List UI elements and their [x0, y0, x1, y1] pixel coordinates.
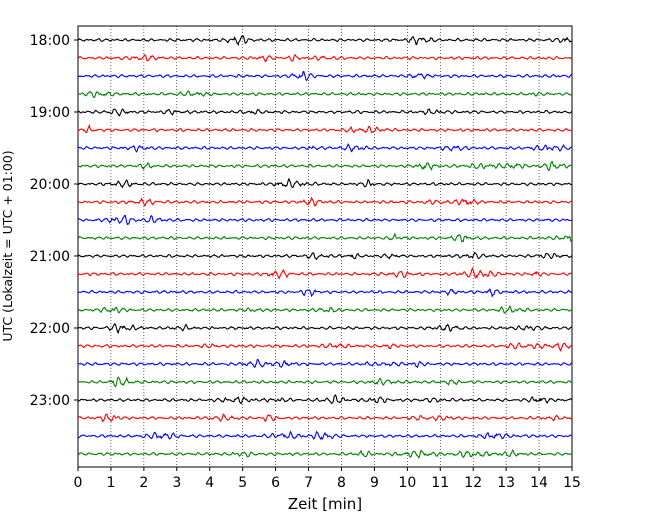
x-tick-label-13: 13 [497, 475, 515, 491]
y-axis-label: UTC (Lokalzeit = UTC + 01:00) [0, 150, 15, 341]
x-tick-label-6: 6 [271, 475, 280, 491]
trace-2100 [77, 251, 573, 261]
trace-1900 [77, 108, 573, 117]
trace-1815 [77, 54, 573, 63]
x-tick-label-8: 8 [337, 475, 346, 491]
trace-2030 [77, 214, 573, 226]
x-tick-label-0: 0 [74, 475, 83, 491]
y-tick-label-3: 21:00 [30, 249, 70, 265]
trace-2330 [77, 430, 573, 441]
trace-2230 [77, 358, 573, 369]
x-tick-label-1: 1 [106, 475, 115, 491]
x-axis: 0 1 2 3 4 5 6 7 8 9 10 11 12 13 14 15 [74, 467, 581, 491]
trace-group [77, 35, 573, 459]
x-tick-label-9: 9 [370, 475, 379, 491]
y-tick-label-4: 22:00 [30, 321, 70, 337]
trace-1915 [77, 123, 573, 134]
x-tick-label-15: 15 [563, 475, 581, 491]
trace-1945 [77, 161, 573, 172]
y-axis: 18:00 19:00 20:00 21:00 22:00 23:00 [30, 33, 78, 409]
trace-2215 [77, 342, 573, 352]
trace-2315 [77, 413, 573, 423]
x-tick-label-2: 2 [139, 475, 148, 491]
plot-area [77, 25, 573, 468]
trace-2000 [77, 177, 573, 189]
trace-2245 [77, 376, 573, 388]
x-tick-label-7: 7 [304, 475, 313, 491]
x-tick-label-14: 14 [530, 475, 548, 491]
trace-2200 [77, 323, 573, 334]
x-tick-label-12: 12 [464, 475, 482, 491]
trace-2045 [77, 232, 573, 243]
y-tick-label-1: 19:00 [30, 105, 70, 121]
trace-2345 [77, 449, 573, 459]
y-tick-label-5: 23:00 [30, 393, 70, 409]
trace-2145 [77, 304, 573, 314]
trace-1845 [77, 90, 573, 99]
x-axis-label: Zeit [min] [288, 495, 362, 513]
trace-2115 [77, 266, 573, 280]
x-tick-label-3: 3 [172, 475, 181, 491]
trace-1830 [77, 70, 573, 82]
x-tick-label-4: 4 [205, 475, 214, 491]
trace-1930 [77, 143, 573, 153]
x-tick-label-11: 11 [431, 475, 449, 491]
y-tick-label-0: 18:00 [30, 33, 70, 49]
trace-2130 [77, 288, 573, 298]
x-tick-label-5: 5 [238, 475, 247, 491]
y-tick-label-2: 20:00 [30, 177, 70, 193]
x-tick-label-10: 10 [398, 475, 416, 491]
trace-1800 [77, 35, 573, 47]
trace-2300 [77, 394, 573, 405]
trace-2015 [77, 196, 573, 207]
